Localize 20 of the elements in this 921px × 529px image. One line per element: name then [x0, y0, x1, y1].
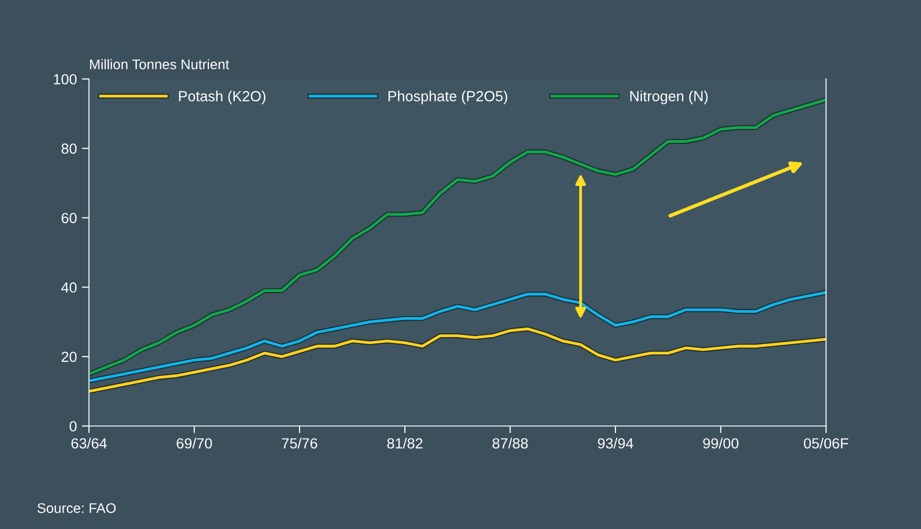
y-tick-label: 20	[62, 352, 77, 362]
legend-label: Potash (K2O)	[179, 90, 266, 104]
y-tick-label: 100	[54, 74, 77, 84]
x-tick-label: 05/06F	[804, 438, 848, 449]
source-note: Source: FAO	[37, 503, 116, 514]
x-tick-label: 63/64	[71, 438, 107, 449]
x-tick-label: 75/76	[282, 438, 318, 449]
y-axis-title: Million Tonnes Nutrient	[90, 59, 230, 70]
y-tick-label: 0	[70, 421, 77, 432]
x-tick-label: 99/00	[703, 438, 738, 449]
y-tick-label: 60	[62, 212, 77, 224]
legend-label: Nitrogen (N)	[630, 90, 708, 104]
y-tick-label: 80	[62, 143, 77, 154]
x-tick-label: 87/88	[492, 438, 528, 449]
y-tick-label: 40	[61, 282, 77, 293]
legend-label: Phosphate (P2O5)	[388, 90, 508, 104]
x-tick-label: 93/94	[598, 438, 634, 449]
x-tick-label: 81/82	[387, 438, 422, 449]
line-series	[88, 326, 826, 394]
x-tick-label: 69/70	[176, 438, 212, 449]
